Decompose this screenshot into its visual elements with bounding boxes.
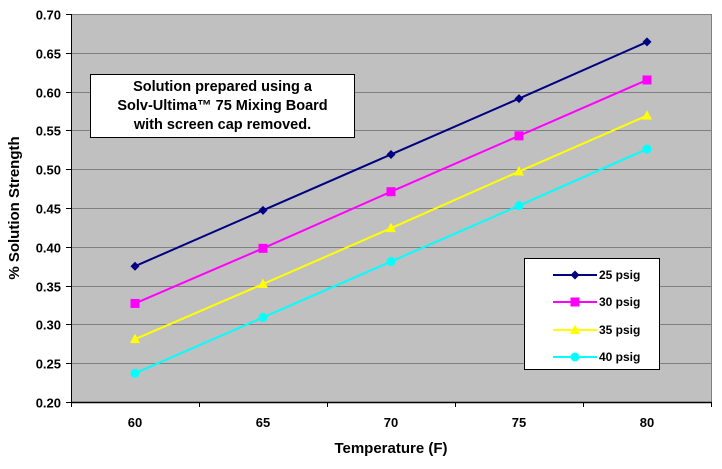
legend-marker [570, 352, 580, 362]
annotation-line-2: Solv-Ultima™ 75 Mixing Board [117, 97, 328, 114]
y-tick-label: 0.40 [36, 241, 61, 256]
legend-label: 35 psig [599, 323, 641, 337]
data-point [514, 201, 524, 211]
y-tick-labels: 0.20 0.25 0.30 0.35 0.40 0.45 0.50 0.55 0.60 0.65… [36, 8, 61, 411]
y-tick-label: 0.55 [36, 124, 61, 139]
data-point [642, 110, 652, 120]
legend-item-30-psig: 30 psig [525, 292, 661, 312]
y-tick-label: 0.25 [36, 357, 61, 372]
annotation-line-1: Solution prepared using a [133, 78, 312, 95]
series-30-psig [130, 75, 652, 308]
data-point [258, 278, 268, 289]
series-35-psig [130, 110, 652, 344]
legend-marker-square-icon [553, 297, 597, 307]
x-tick-label: 70 [384, 415, 398, 430]
data-point [386, 149, 396, 159]
data-point [514, 94, 524, 104]
data-point [642, 144, 652, 154]
y-tick-label: 0.65 [36, 47, 61, 62]
y-tick-label: 0.30 [36, 318, 61, 333]
x-tick-label: 65 [256, 415, 270, 430]
x-tick-label: 60 [128, 415, 142, 430]
legend-marker-diamond-icon [553, 270, 597, 280]
legend-item-35-psig: 35 psig [525, 320, 661, 340]
series-group [130, 37, 652, 378]
data-point [130, 261, 140, 271]
data-point [130, 368, 140, 378]
legend-marker [570, 297, 580, 307]
data-point [514, 166, 524, 176]
y-tick-label: 0.20 [36, 396, 61, 411]
axes [66, 14, 712, 407]
annotation-line-3: with screen cap removed. [133, 116, 312, 133]
series-25-psig [130, 37, 652, 271]
data-point [642, 75, 652, 85]
data-point [258, 312, 268, 322]
y-tick-label: 0.45 [36, 202, 61, 217]
data-point [386, 257, 396, 267]
legend-marker [570, 324, 580, 334]
data-point [514, 131, 524, 141]
legend-marker [570, 270, 580, 280]
data-point [130, 333, 140, 344]
legend-label: 40 psig [599, 350, 641, 364]
data-point [386, 187, 396, 197]
data-point [258, 205, 268, 215]
x-tick-label: 80 [640, 415, 654, 430]
annotation-box: Solution prepared using a Solv-Ultima™ 7… [90, 74, 355, 138]
legend-label: 25 psig [599, 268, 641, 282]
series-40-psig [130, 144, 652, 378]
y-axis-title: % Solution Strength [6, 136, 23, 279]
data-point [386, 222, 396, 233]
legend-marker-triangle-icon [553, 324, 597, 334]
legend-label: 30 psig [599, 295, 641, 309]
x-tick-label: 75 [512, 415, 526, 430]
legend: 25 psig 30 psig 35 psig 40 psig [524, 258, 660, 370]
data-point [642, 37, 652, 47]
y-tick-label: 0.35 [36, 280, 61, 295]
legend-item-40-psig: 40 psig [525, 347, 661, 367]
legend-item-25-psig: 25 psig [525, 265, 661, 285]
legend-marker-circle-icon [553, 352, 597, 362]
data-point [130, 298, 140, 308]
data-point [258, 243, 268, 253]
y-tick-label: 0.70 [36, 8, 61, 23]
y-tick-label: 0.50 [36, 163, 61, 178]
x-tick-labels: 60 65 70 75 80 [128, 415, 654, 430]
x-axis-title: Temperature (F) [334, 440, 447, 457]
y-tick-label: 0.60 [36, 86, 61, 101]
